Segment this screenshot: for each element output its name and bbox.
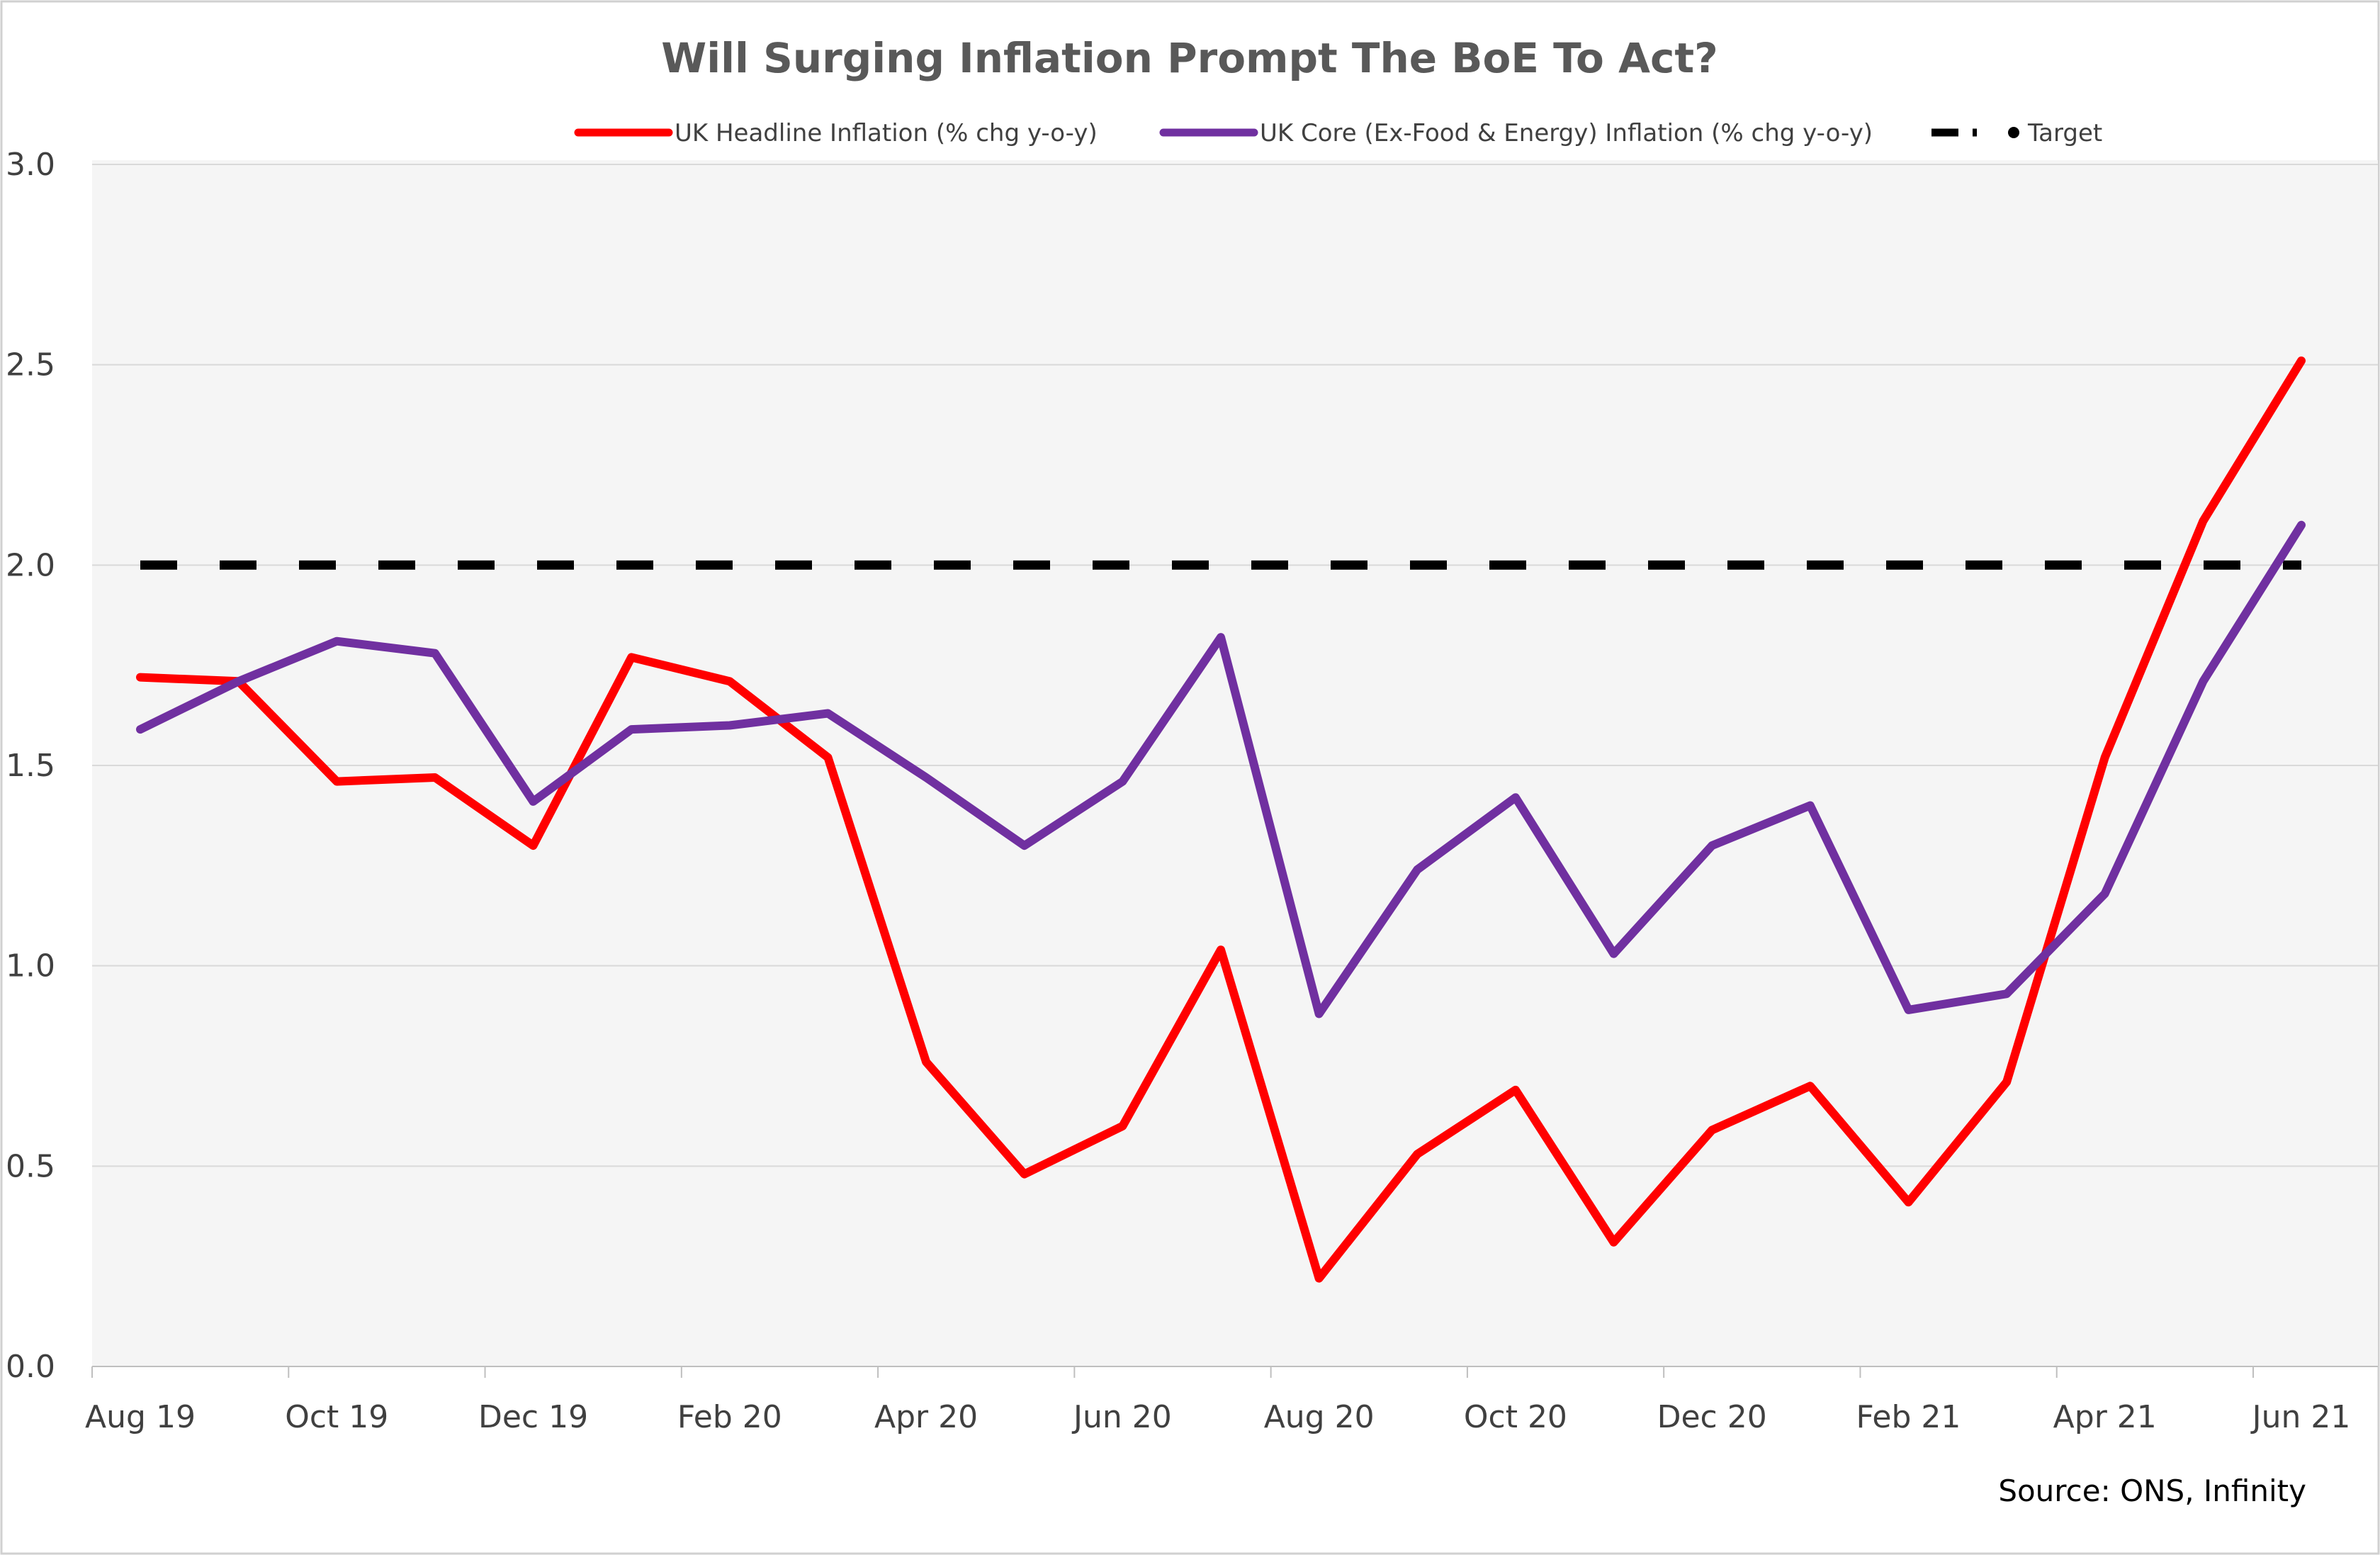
x-tick-label: Jun 21 [2250, 1399, 2351, 1435]
legend: UK Headline Inflation (% chg y-o-y) UK Co… [574, 119, 2102, 147]
x-tick-label: Apr 20 [874, 1399, 978, 1435]
plot-background [92, 160, 2378, 1366]
legend-item-core: UK Core (Ex-Food & Energy) Inflation (% … [1159, 119, 1873, 147]
legend-item-target: Target [1931, 119, 2102, 147]
y-tick-label: 0.0 [6, 1349, 55, 1385]
legend-label: UK Core (Ex-Food & Energy) Inflation (% … [1260, 119, 1873, 147]
y-tick-label: 1.0 [6, 948, 55, 984]
y-tick-label: 1.5 [6, 748, 55, 784]
x-tick-label: Aug 20 [1264, 1399, 1375, 1435]
x-tick-label: Feb 20 [677, 1399, 782, 1435]
y-tick-label: 2.0 [6, 547, 55, 583]
legend-label: UK Headline Inflation (% chg y-o-y) [675, 119, 1098, 147]
x-tick-label: Dec 20 [1657, 1399, 1767, 1435]
headline-inflation-series-line [136, 357, 2306, 1283]
x-tick-label: Oct 20 [1464, 1399, 1567, 1435]
x-tick-label: Aug 19 [85, 1399, 196, 1435]
x-tick-label: Apr 21 [2053, 1399, 2157, 1435]
legend-item-headline: UK Headline Inflation (% chg y-o-y) [574, 119, 1098, 147]
x-tick-label: Feb 21 [1856, 1399, 1961, 1435]
x-tick-label: Dec 19 [478, 1399, 588, 1435]
core-inflation-series-line [136, 520, 2306, 1018]
chart-title: Will Surging Inflation Prompt The BoE To… [661, 34, 1718, 82]
y-tick-label: 2.5 [6, 347, 55, 383]
legend-label: Target [2027, 119, 2102, 147]
x-tick-label: Oct 19 [285, 1399, 388, 1435]
plot-area: 0.0 0.5 1.0 1.5 2.0 2.5 3.0 Aug 19 Oct 19 Dec 19 F… [6, 147, 2378, 1435]
x-tick-label: Jun 20 [1071, 1399, 1172, 1435]
y-tick-label: 3.0 [6, 147, 55, 183]
legend-marker [2008, 127, 2019, 138]
y-tick-label: 0.5 [6, 1148, 55, 1184]
source-note: Source: ONS, Infinity [1998, 1473, 2306, 1508]
